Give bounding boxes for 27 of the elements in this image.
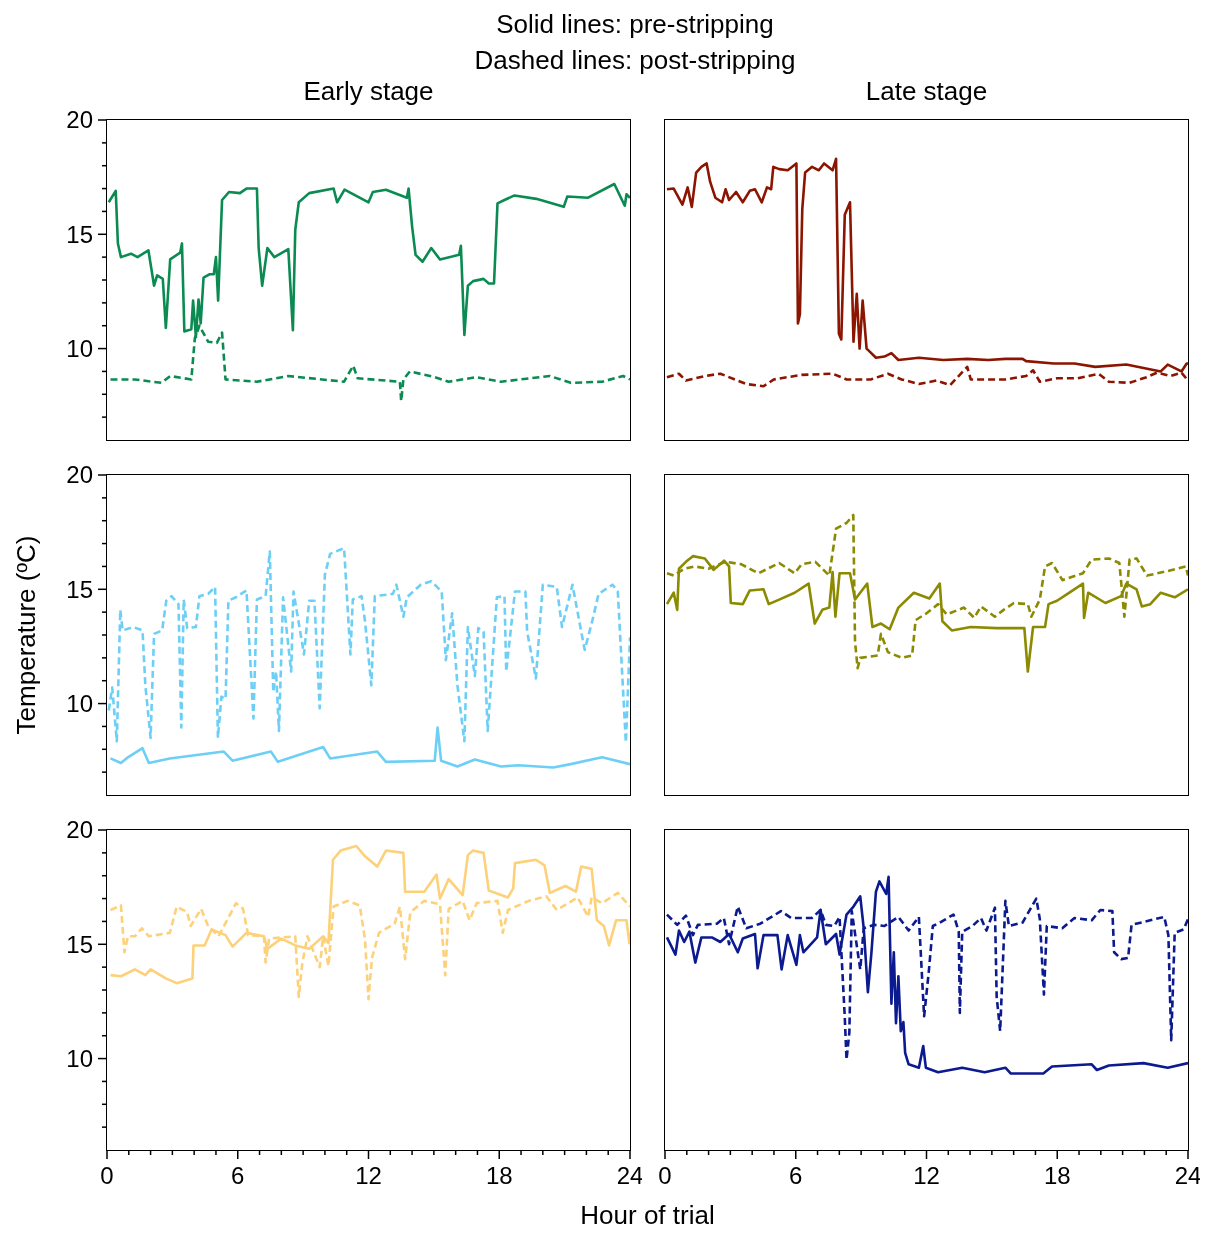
y-tick-label: 10 — [66, 334, 93, 362]
y-tick-label: 20 — [66, 816, 93, 844]
x-tick-label: 6 — [789, 1162, 803, 1189]
x-tick-label: 18 — [485, 1162, 513, 1189]
text: Solid lines: pre-stripping — [495, 8, 775, 41]
x-tick-label: 18 — [1043, 1162, 1071, 1189]
x-tick-label: 24 — [1174, 1162, 1202, 1189]
y-tick-label: 20 — [66, 461, 93, 489]
x-tick-label: 12 — [355, 1162, 382, 1189]
x-axis-title: Hour of trial — [579, 1200, 716, 1231]
y-tick-label: 15 — [66, 930, 93, 958]
chart-title: Late stage — [864, 76, 989, 107]
x-tick-label: 12 — [913, 1162, 940, 1189]
x-tick-label: 0 — [100, 1162, 114, 1189]
x-tick-label: 6 — [231, 1162, 245, 1189]
chart-title: Early stage — [302, 76, 435, 107]
y-axis-title: Temperature (ºC) — [10, 534, 42, 737]
y-tick-label: 10 — [66, 689, 93, 717]
line-series — [107, 546, 630, 744]
x-tick-label: 0 — [658, 1162, 672, 1189]
y-tick-label: 20 — [66, 106, 93, 134]
line-series — [109, 726, 630, 769]
y-tick-label: 10 — [66, 1044, 93, 1072]
y-tick-label: 15 — [66, 220, 93, 248]
y-tick-label: 15 — [66, 575, 93, 603]
x-tick-label: 24 — [616, 1162, 644, 1189]
text: Dashed lines: post-stripping — [474, 45, 796, 75]
